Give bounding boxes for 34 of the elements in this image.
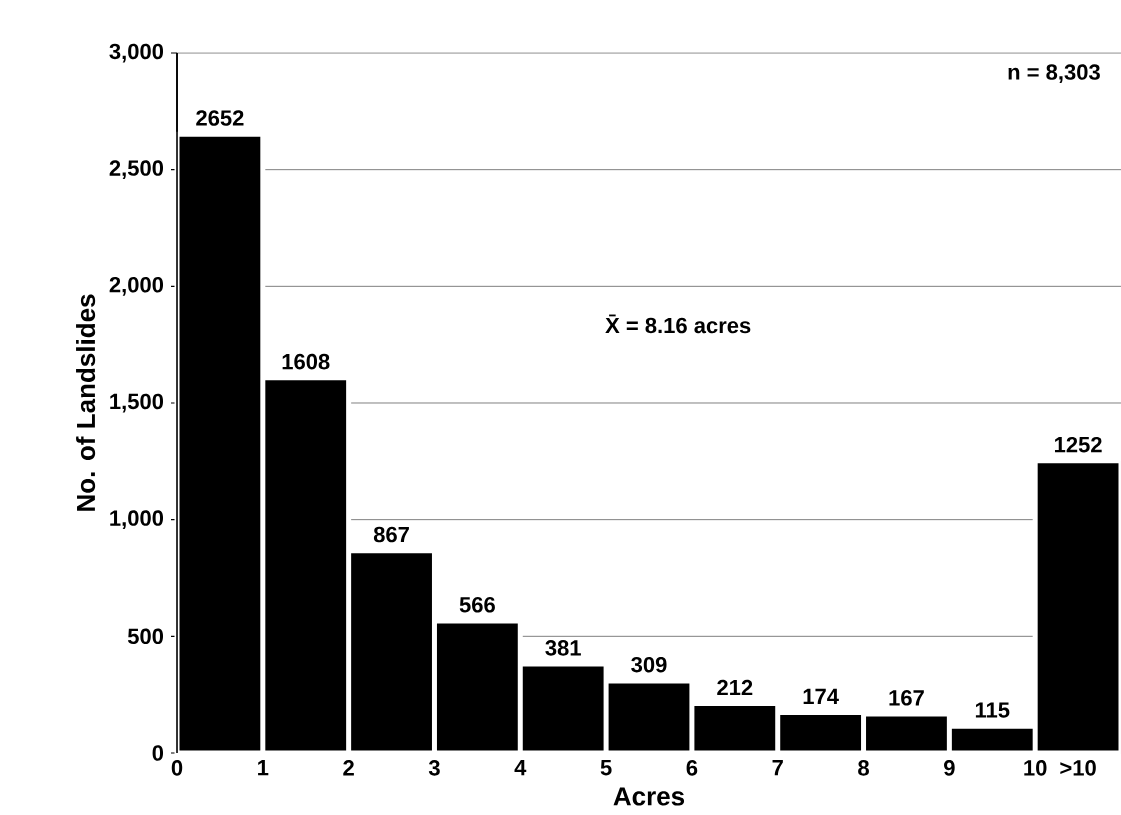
x-tick-label: 5 (600, 760, 612, 776)
x-tick-label: 0 (171, 760, 183, 776)
y-tick-label: 1,500 (110, 393, 164, 413)
x-tick-label: >10 (1060, 760, 1096, 776)
y-tick-label: 500 (127, 628, 164, 645)
data-label: 167 (889, 690, 924, 706)
x-tick-label: 7 (772, 760, 783, 776)
annotation: n = 8,303 (1008, 64, 1100, 84)
y-tick-label: 2,000 (109, 276, 164, 296)
x-tick-label: 6 (686, 760, 698, 776)
data-label: 1252 (1055, 436, 1102, 453)
y-axis-title: No. of Landslides (76, 294, 96, 511)
annotation: X̄ = 8.16 acres (605, 314, 751, 334)
y-tick-label: 3,000 (109, 43, 164, 63)
data-label: 1608 (282, 353, 330, 370)
x-tick-label: 8 (858, 760, 869, 776)
x-tick-label: 10 (1024, 760, 1047, 776)
x-tick-label: 1 (258, 760, 269, 776)
y-tick-label: 2,500 (109, 160, 164, 180)
x-tick-label: 3 (428, 760, 440, 776)
x-tick-label: 2 (343, 760, 354, 776)
data-label: 212 (717, 679, 753, 696)
x-tick-label: 4 (514, 760, 527, 776)
x-tick-label: 9 (944, 760, 955, 776)
y-tick-label: 1,000 (110, 510, 164, 530)
data-label: 381 (545, 640, 581, 656)
data-label: 2652 (196, 110, 244, 126)
data-label: 174 (803, 688, 839, 704)
y-tick-label: 0 (152, 745, 164, 761)
data-label: 115 (975, 702, 1010, 718)
data-label: 566 (459, 596, 495, 613)
data-label: 309 (631, 656, 667, 673)
x-axis-title: Acres (613, 787, 685, 806)
data-label: 867 (373, 526, 409, 543)
